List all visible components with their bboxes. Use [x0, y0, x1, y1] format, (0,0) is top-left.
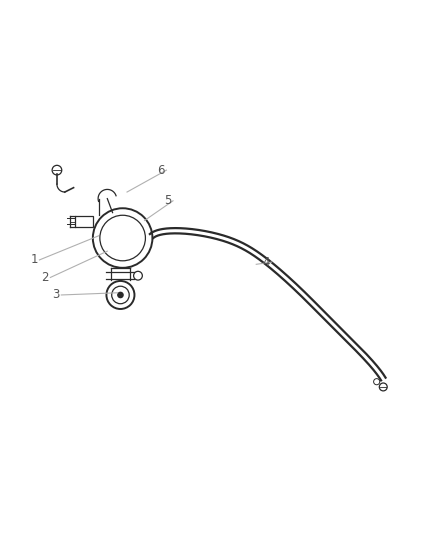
Text: 2: 2 [41, 271, 49, 284]
Text: 4: 4 [262, 256, 270, 269]
Text: 5: 5 [164, 195, 171, 207]
Text: 3: 3 [53, 288, 60, 302]
Text: 6: 6 [157, 164, 165, 176]
Circle shape [118, 292, 123, 297]
Text: 1: 1 [30, 253, 38, 266]
